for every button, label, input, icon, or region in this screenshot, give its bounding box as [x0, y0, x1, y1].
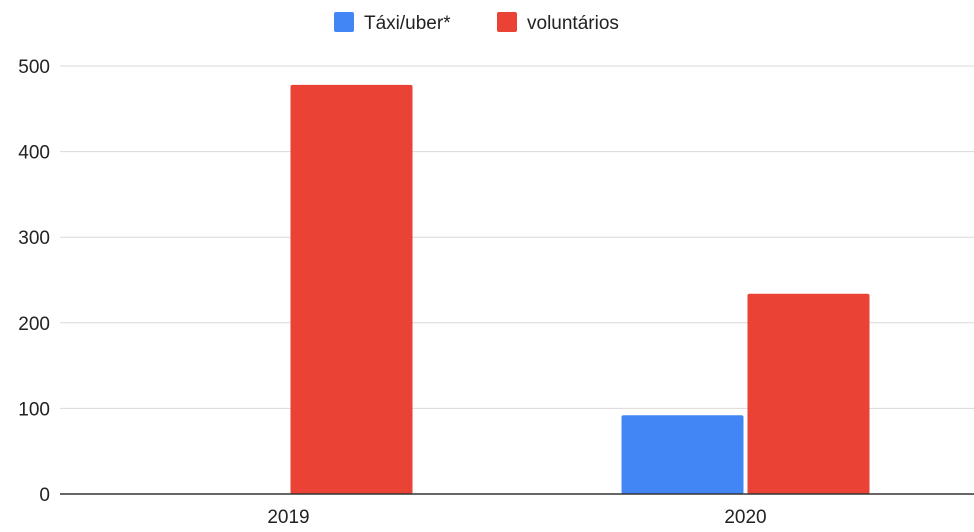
- bar-t-xi-uber--2020: [621, 415, 744, 494]
- x-tick-label: 2020: [724, 507, 766, 527]
- y-tick-label: 400: [18, 143, 50, 164]
- y-tick-label: 300: [18, 228, 50, 249]
- bar-volunt-rios-2020: [747, 293, 870, 494]
- legend: Táxi/uber* voluntários: [334, 12, 619, 34]
- y-tick-label: 0: [39, 485, 50, 506]
- x-axis-ticks: 2019 2020: [267, 507, 766, 528]
- legend-label: voluntários: [527, 13, 619, 34]
- y-tick-label: 200: [18, 314, 50, 335]
- y-axis-ticks: 0 100 200 300 400 500: [18, 57, 50, 506]
- bar-volunt-rios-2019: [290, 84, 413, 494]
- x-tick-label: 2019: [267, 507, 309, 527]
- legend-swatch: [334, 12, 354, 32]
- legend-swatch: [497, 12, 517, 32]
- y-tick-label: 500: [18, 57, 50, 78]
- y-tick-label: 100: [18, 399, 50, 420]
- bars: [290, 84, 870, 494]
- legend-label: Táxi/uber*: [364, 13, 451, 34]
